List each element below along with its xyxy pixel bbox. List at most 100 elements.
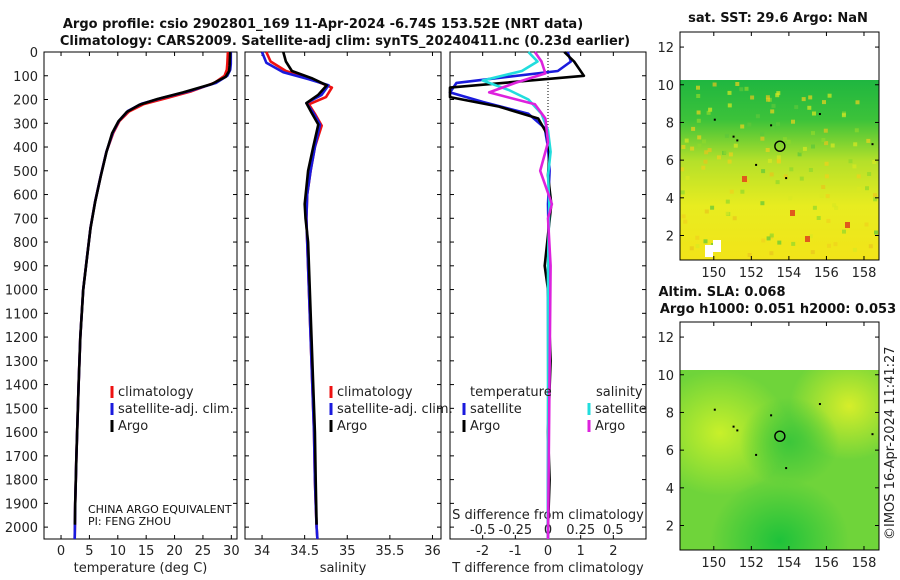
sst-speckle <box>769 172 774 177</box>
island-speck <box>871 433 874 436</box>
sst-speckle <box>808 168 813 172</box>
island-speck <box>785 467 788 470</box>
sst-speckle <box>716 155 721 160</box>
sst-speckle <box>727 103 732 108</box>
x-axis-label: salinity <box>320 561 367 576</box>
sst-speckle <box>864 222 869 227</box>
sst-speckle <box>732 216 737 221</box>
legend-sal-satellite-label: satellite <box>595 402 647 417</box>
sst-speckle <box>728 152 733 157</box>
sst-speckle <box>812 205 817 210</box>
sst-speckle <box>873 193 877 198</box>
legend-satellite-label: satellite-adj. clim. <box>337 402 453 417</box>
x-tick-label: 158 <box>852 266 877 281</box>
sst-speckle <box>816 216 821 220</box>
map-frame <box>679 31 880 261</box>
legend-climatology-label: climatology <box>337 385 413 400</box>
island-speck <box>736 429 739 432</box>
sst-speckles <box>680 82 878 257</box>
sst-speckle <box>695 235 700 240</box>
island-speck <box>785 177 788 180</box>
sst-speckle <box>874 230 878 235</box>
island-speck <box>871 143 874 146</box>
sla-map-subtitle: Argo h1000: 0.051 h2000: 0.053 <box>660 302 896 317</box>
sst-speckle <box>690 146 695 151</box>
sst-speckle <box>696 85 700 90</box>
sst-speckle <box>733 143 738 148</box>
y-tick-label: 1300 <box>5 355 38 370</box>
y-tick-label: 1400 <box>5 379 38 394</box>
sst-speckle <box>697 143 702 148</box>
sst-speckle <box>691 126 696 131</box>
sst-speckle <box>786 139 791 144</box>
s-tick-label: 0.25 <box>566 523 595 538</box>
y-tick-label: 6 <box>666 444 674 459</box>
salinity-legend: climatology satellite-adj. clim. Argo <box>329 385 453 434</box>
sst-speckle <box>706 110 711 115</box>
sst-speckle <box>696 94 701 98</box>
sst-speckle <box>767 158 772 163</box>
credit-line1: CHINA ARGO EQUIVALENT <box>88 503 232 516</box>
legend-argo-label: Argo <box>118 419 148 434</box>
sst-speckle <box>823 128 828 133</box>
sst-speckle <box>680 167 684 172</box>
y-tick-label: 10 <box>657 369 674 384</box>
sst-speckle <box>788 196 793 201</box>
y-tick-label: 4 <box>666 192 674 207</box>
sst-speckle <box>776 91 781 96</box>
figure-title-line1: Argo profile: csio 2902801_169 11-Apr-20… <box>63 17 583 32</box>
map-frame <box>679 321 880 551</box>
sst-speckle <box>821 138 826 142</box>
sst-speckle <box>710 205 715 210</box>
x-tick-label: 20 <box>166 544 183 559</box>
sst-speckle <box>826 218 831 223</box>
x-tick-label: 156 <box>814 266 839 281</box>
sst-speckle <box>750 95 755 100</box>
sst-speckle <box>867 172 872 176</box>
x-tick-label: 35 <box>339 544 356 559</box>
sst-speckle <box>799 176 804 181</box>
sst-speckle <box>807 105 812 110</box>
x-tick-label: 152 <box>739 266 764 281</box>
sst-speckle <box>852 164 857 169</box>
sst-speckle <box>769 233 774 238</box>
sst-speckle <box>776 155 781 160</box>
plot-frame <box>244 51 442 540</box>
sst-speckle <box>707 148 712 153</box>
y-tick-label: 1600 <box>5 426 38 441</box>
x-axis-label: T difference from climatology <box>451 561 644 576</box>
argo-location-marker <box>774 140 786 152</box>
legend-satellite-label: satellite-adj. clim. <box>118 402 234 417</box>
sst-map: sat. SST: 29.6 Argo: NaN 150 152 154 156 158… <box>657 11 880 281</box>
s-tick-label: 0.5 <box>603 523 624 538</box>
y-tick-label: 10 <box>657 79 674 94</box>
sst-speckle <box>782 137 787 142</box>
x-tick-label: 15 <box>138 544 155 559</box>
sst-speckle <box>704 150 709 155</box>
sst-warm-cell <box>742 176 747 182</box>
sst-warm-cell <box>790 210 795 216</box>
sst-field <box>680 80 879 260</box>
x-tick-label: -1 <box>509 544 522 559</box>
sst-speckle <box>739 87 744 92</box>
sst-speckle <box>811 131 815 136</box>
island-speck <box>818 113 821 116</box>
sst-speckle <box>697 135 702 140</box>
sst-speckle <box>783 174 788 179</box>
island-speck <box>713 408 716 411</box>
sst-speckle <box>824 141 829 146</box>
sst-speckle <box>747 122 752 127</box>
sst-speckle <box>725 211 730 216</box>
sst-speckle <box>824 174 829 179</box>
sst-speckle <box>791 241 796 246</box>
island-speck <box>770 414 773 417</box>
sst-speckle <box>683 219 688 224</box>
sst-speckle <box>703 159 708 164</box>
x-tick-label: 1 <box>577 544 585 559</box>
sst-map-axes: 150 152 154 156 158 2 4 6 8 10 12 <box>657 31 880 281</box>
legend-climatology-label: climatology <box>118 385 194 400</box>
sst-speckle <box>681 145 686 149</box>
sst-speckle <box>777 240 782 245</box>
x-tick-label: 25 <box>195 544 212 559</box>
sst-speckle <box>702 139 706 144</box>
